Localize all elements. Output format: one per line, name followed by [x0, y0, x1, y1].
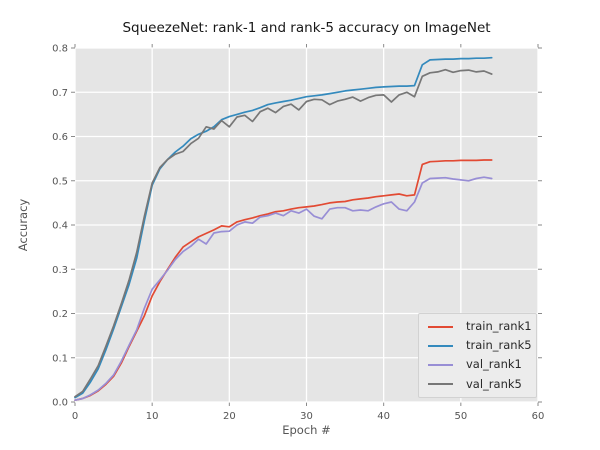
- y-tick-label: 0.5: [52, 176, 68, 187]
- y-tick-label: 0.3: [52, 265, 68, 276]
- series-line-train_rank1: [74, 159, 493, 402]
- y-tick-label: 0.6: [52, 132, 68, 143]
- legend-swatch-val-rank5: [428, 383, 453, 386]
- legend-swatch-val-rank1: [428, 364, 453, 367]
- y-tick-label: 0.4: [52, 221, 68, 232]
- legend-label-val-rank1: val_rank1: [466, 357, 522, 372]
- y-tick-label: 0.2: [52, 309, 68, 320]
- series-line-val_rank5: [74, 68, 493, 398]
- legend-label-train-rank1: train_rank1: [466, 318, 532, 333]
- legend-item: val_rank5: [419, 376, 536, 391]
- legend-item: val_rank1: [419, 359, 536, 371]
- y-axis-label: Accuracy: [16, 198, 30, 252]
- x-axis-label: Epoch #: [282, 423, 331, 437]
- y-tick-label: 0.1: [52, 353, 68, 364]
- legend-label-train-rank5: train_rank5: [466, 338, 532, 353]
- legend-swatch-train-rank5: [428, 344, 453, 347]
- x-tick-label: 60: [532, 411, 545, 422]
- series-line-train_rank5: [74, 56, 493, 399]
- x-tick-label: 10: [146, 411, 159, 422]
- legend-swatch-train-rank1: [428, 325, 453, 328]
- x-tick-label: 20: [223, 411, 236, 422]
- legend-item: train_rank5: [419, 340, 536, 352]
- x-tick-label: 30: [300, 411, 313, 422]
- y-tick-label: 0.8: [52, 44, 68, 55]
- legend: train_rank1 train_rank5 val_rank1 val_ra…: [418, 313, 537, 398]
- chart-title: SqueezeNet: rank-1 and rank-5 accuracy o…: [122, 20, 491, 36]
- legend-label-val-rank5: val_rank5: [466, 376, 522, 391]
- x-tick-label: 0: [72, 411, 78, 422]
- y-tick-label: 0.7: [52, 88, 68, 99]
- x-tick-label: 50: [454, 411, 467, 422]
- y-tick-label: 0.0: [52, 398, 68, 409]
- x-tick-label: 40: [377, 411, 390, 422]
- legend-item: train_rank1: [419, 318, 536, 333]
- series-line-val_rank1: [74, 176, 493, 402]
